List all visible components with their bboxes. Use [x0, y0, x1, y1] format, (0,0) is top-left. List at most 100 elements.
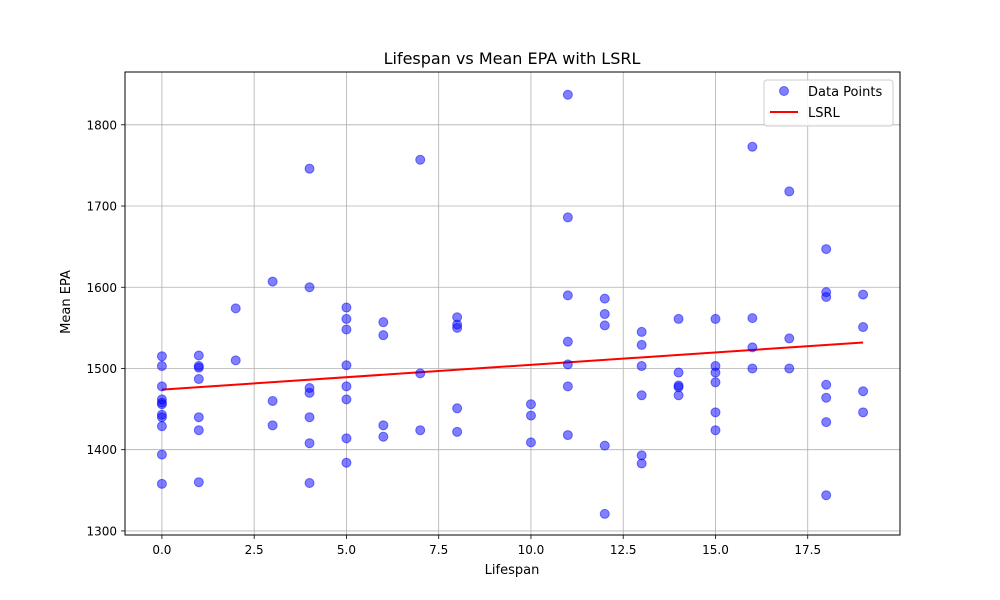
data-point: [710, 367, 721, 378]
data-point: [747, 313, 758, 324]
data-point: [341, 302, 352, 313]
data-point: [156, 449, 167, 460]
data-point: [304, 163, 315, 174]
data-point: [452, 426, 463, 437]
data-point: [562, 290, 573, 301]
data-point: [304, 387, 315, 398]
data-point: [267, 420, 278, 431]
y-tick-label: 1600: [86, 281, 117, 295]
data-point: [562, 359, 573, 370]
data-point: [378, 330, 389, 341]
data-point: [636, 458, 647, 469]
data-point: [267, 395, 278, 406]
data-point: [525, 399, 536, 410]
data-point: [156, 421, 167, 432]
data-point: [230, 303, 241, 314]
data-point: [193, 412, 204, 423]
x-tick-label: 15.0: [702, 543, 729, 557]
data-point: [673, 390, 684, 401]
data-point: [747, 141, 758, 152]
data-point: [378, 420, 389, 431]
y-axis-ticks: 1300 1400 1500 1600 1700 1800: [86, 118, 125, 538]
x-tick-label: 2.5: [245, 543, 264, 557]
data-point: [710, 425, 721, 436]
data-point: [821, 490, 832, 501]
data-point: [858, 386, 869, 397]
data-point: [193, 477, 204, 488]
data-point: [858, 407, 869, 418]
data-points: [156, 89, 869, 519]
data-point: [341, 457, 352, 468]
legend-marker-data-points: [779, 86, 789, 96]
data-point: [747, 342, 758, 353]
data-point: [341, 381, 352, 392]
data-point: [341, 324, 352, 335]
data-point: [378, 431, 389, 442]
data-point: [415, 154, 426, 165]
data-point: [784, 333, 795, 344]
data-point: [599, 508, 610, 519]
data-point: [821, 244, 832, 255]
lsrl-line: [161, 341, 864, 391]
data-point: [599, 320, 610, 331]
data-point: [193, 350, 204, 361]
data-point: [562, 212, 573, 223]
data-point: [673, 313, 684, 324]
data-point: [821, 292, 832, 303]
data-point: [341, 360, 352, 371]
x-tick-label: 10.0: [518, 543, 545, 557]
legend-label-data-points: Data Points: [808, 85, 882, 100]
data-point: [673, 367, 684, 378]
x-axis-ticks: 0.0 2.5 5.0 7.5 10.0 12.5 15.0 17.5: [152, 535, 821, 557]
data-point: [193, 362, 204, 373]
data-point: [821, 417, 832, 428]
data-point: [636, 390, 647, 401]
data-point: [341, 433, 352, 444]
chart-title: Lifespan vs Mean EPA with LSRL: [384, 49, 641, 68]
data-point: [525, 437, 536, 448]
data-point: [599, 440, 610, 451]
data-point: [636, 326, 647, 337]
x-tick-label: 0.0: [152, 543, 171, 557]
data-point: [156, 361, 167, 372]
data-point: [821, 379, 832, 390]
data-point: [710, 313, 721, 324]
data-point: [230, 355, 241, 366]
y-tick-label: 1800: [86, 118, 117, 132]
data-point: [156, 351, 167, 362]
data-point: [304, 478, 315, 489]
data-point: [267, 276, 278, 287]
y-tick-label: 1400: [86, 443, 117, 457]
y-axis-label: Mean EPA: [59, 270, 74, 334]
data-point: [562, 89, 573, 100]
data-point: [341, 313, 352, 324]
legend: Data Points LSRL: [763, 79, 894, 127]
data-point: [599, 309, 610, 320]
data-point: [710, 407, 721, 418]
plot-area-frame: [124, 71, 901, 536]
data-point: [562, 381, 573, 392]
data-point: [415, 368, 426, 379]
data-point: [562, 336, 573, 347]
data-point: [304, 438, 315, 449]
data-point: [378, 317, 389, 328]
data-point: [193, 374, 204, 385]
data-point: [710, 377, 721, 388]
data-point: [821, 392, 832, 403]
data-point: [452, 403, 463, 414]
data-point: [562, 430, 573, 441]
data-point: [415, 425, 426, 436]
data-point: [747, 363, 758, 374]
x-tick-label: 17.5: [794, 543, 821, 557]
x-tick-label: 12.5: [610, 543, 637, 557]
data-point: [156, 412, 167, 423]
data-point: [636, 361, 647, 372]
data-point: [636, 339, 647, 350]
data-point: [156, 381, 167, 392]
lsrl-layer: [161, 341, 864, 391]
data-point: [341, 394, 352, 405]
data-point: [858, 289, 869, 300]
y-tick-label: 1700: [86, 200, 117, 214]
data-point: [304, 282, 315, 293]
data-point: [599, 293, 610, 304]
